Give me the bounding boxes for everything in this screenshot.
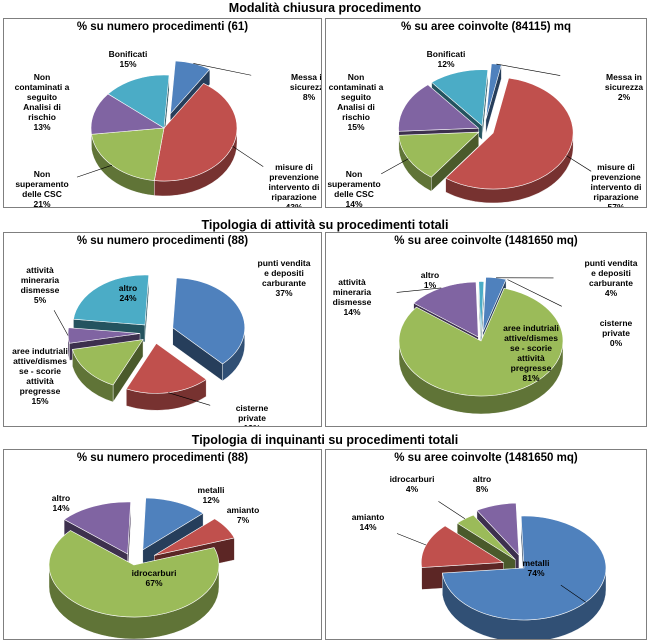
pie-slice-aree-indutriali-attive-dismes-se-scorie-attivit-pregresse [398,287,564,397]
data-label: altro 1% [421,270,439,290]
pie-slice-non-superamento-delle-csc [398,131,480,178]
data-label: amianto 14% [352,512,385,532]
section-title-chiusura: Modalità chiusura procedimento [228,1,422,15]
data-label: misure di prevenzione intervento di riparaz… [268,162,319,207]
data-label: Messa insicurezza8% [290,72,321,102]
pie-chart: metalli 74% amianto 14%idrocarburi 4% altro 8% [352,474,607,639]
leader-line [496,63,561,76]
data-label: altro 14% [52,493,70,513]
chart-title: % su numero procedimenti (88) [76,235,249,247]
chart-title: % su aree coinvolte (1481650 mq) [394,452,578,464]
pie-slice-non-contaminati-a-seguito-analisi-di-rischio [398,84,480,132]
leader-line [168,392,211,406]
leader-line [53,310,69,336]
data-label: Bonificati 12% [427,49,466,69]
data-label: amianto 7% [227,505,260,525]
leader-line [193,63,252,76]
leader-line [396,287,442,293]
data-label: Non contaminati a seguito Analisi di rischio… [329,72,384,132]
leader-line [232,146,264,167]
data-label: Non contaminati a seguito Analisi di rischio… [15,72,70,132]
pie-chart: Messa in sicurezza 2% misure di prevenzione i… [327,49,644,207]
chart-panel-1: % su numero procedimenti (61) Messa insic… [3,18,322,208]
data-label: aree indutriali attive/dismes se - scorie a… [12,346,68,406]
pie-slice-altro [63,501,131,555]
pie-chart: punti vendita e depositi carburante 37% cist… [12,258,311,426]
leader-line [507,279,562,307]
pie-slice-altro [478,281,485,337]
chart-title: % su aree coinvolte (1481650 mq) [394,235,578,247]
data-label: Non superamento delle CSC 21% [15,169,68,207]
chart-title: % su numero procedimenti (88) [76,452,249,464]
pie-chart: punti vendita e depositi carburante 4% ciste… [333,258,638,415]
pie-slice-aree-indutriali-attive-dismes-se-scorie-attivit-pregresse [72,339,144,386]
chart-panel-5: % su numero procedimenti (88) metalli 12% a… [3,449,322,640]
chart-title: % su numero procedimenti (61) [76,21,249,33]
data-label: Non superamento delle CSC 14% [327,169,380,207]
data-label: idrocarburi 4% [390,474,435,494]
data-label: punti vendita e depositi carburante 37% [258,258,311,298]
leader-line [381,158,409,175]
chart-title: % su aree coinvolte (84115) mq [400,21,572,33]
section-title-attivita: Tipologia di attività su procedimenti to… [201,218,449,232]
pie-chart: Messa insicurezza8% misure diprevenzionei… [15,49,321,207]
pie-slice-punti-vendita-e-depositi-carburante [172,277,246,365]
data-label: punti vendita e depositi carburante 4% [585,258,638,298]
data-label: cisterneprivate19% [236,403,269,426]
pie-slice-attivit-mineraria-dismesse [67,327,141,344]
data-label: aree indutriali attive/dismes se - scorie a… [503,323,559,383]
data-label: attività mineraria dismesse 14% [333,277,372,317]
pie-slice-non-contaminati-a-seguito-analisi-di-rischio [90,93,165,135]
leader-line [560,584,586,603]
chart-panel-2: % su aree coinvolte (84115) mq Messa in si… [325,18,647,208]
pie-slice-messa-in-sicurezza [485,63,502,120]
pie-slice-misure-di-prevenzione-intervento-di-riparazione [445,77,574,190]
leader-line [566,155,592,172]
leader-line [76,164,113,178]
pie-chart: metalli 12%amianto 7% idrocarburi 67% altro 14… [48,485,260,639]
section-title-inquinanti: Tipologia di inquinanti su procedimenti … [191,433,459,447]
pie-slice-idrocarburi [48,530,220,618]
pie-slice-non-superamento-delle-csc [91,127,165,181]
pie-slice-altro [73,274,150,326]
pie-slice-misure-di-prevenzione-intervento-di-riparazione [153,83,238,182]
leader-line [396,533,427,546]
pie-slice-bonificati [107,74,170,129]
data-label: Messa in sicurezza 2% [605,72,644,102]
data-label: altro 24% [119,283,137,303]
pie-slice-altro [476,502,520,556]
chart-panel-6: % su aree coinvolte (1481650 mq) metalli 7… [325,449,647,640]
pie-slice-amianto [420,525,505,568]
pie-slice-amianto [154,518,235,556]
data-label: metalli 74% [523,558,550,578]
data-label: idrocarburi 67% [132,568,177,588]
chart-panel-3: % su numero procedimenti (88) punti vendi… [3,232,322,427]
data-label: attività mineraria dismesse 5% [21,265,60,305]
chart-panel-4: % su aree coinvolte (1481650 mq) punti ve… [325,232,647,427]
leader-line [438,501,466,520]
data-label: metalli 12% [198,485,225,505]
data-label: misure di prevenzione intervento di riparaz… [590,162,641,207]
pie-slice-metalli [142,497,204,551]
data-label: altro 8% [473,474,491,494]
data-label: cisterne private 0% [600,318,633,348]
pie-slice-cisterne-private [125,342,207,394]
pie-slice-bonificati [431,69,489,127]
data-label: Bonificati 15% [109,49,148,69]
